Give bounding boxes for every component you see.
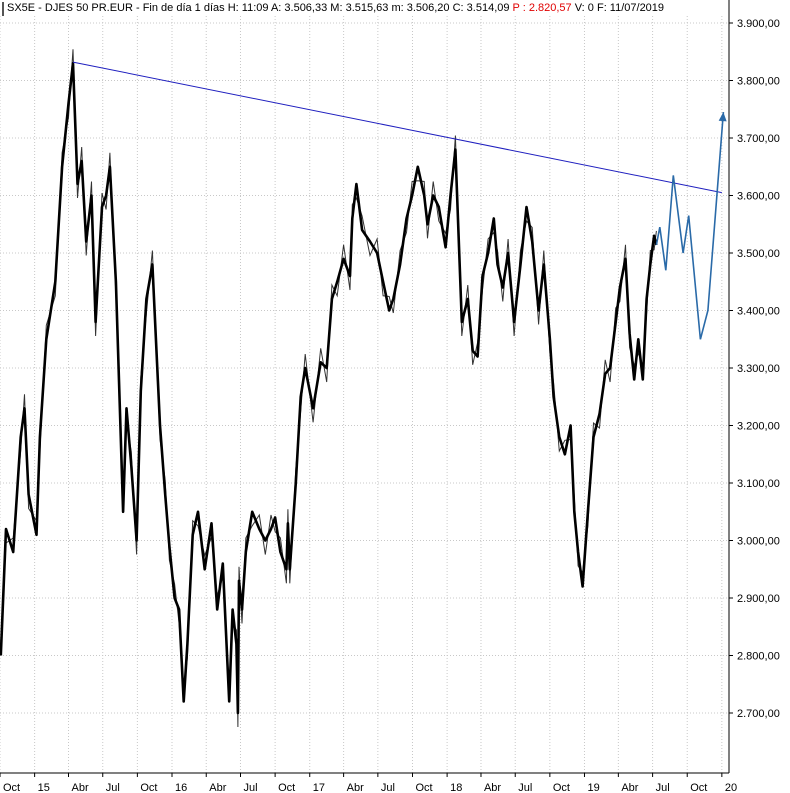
x-tick-label: Abr — [347, 782, 364, 793]
x-tick-label: Abr — [209, 782, 226, 793]
y-tick-label: 3.500,00 — [737, 248, 780, 260]
header-max: M: 3.515,63 — [330, 2, 389, 14]
y-tick-label: 3.400,00 — [737, 306, 780, 318]
y-tick-label: 3.900,00 — [737, 18, 780, 30]
y-tick-label: 3.200,00 — [737, 421, 780, 433]
x-tick-label: Oct — [278, 782, 295, 793]
header-open: A: 3.506,33 — [270, 2, 328, 14]
y-tick-label: 2.700,00 — [737, 708, 780, 720]
x-tick-label: Jul — [518, 782, 532, 793]
y-tick-label: 3.800,00 — [737, 76, 780, 88]
y-tick-label: 3.700,00 — [737, 133, 780, 145]
chart-header: SX5E - DJES 50 PR.EUR - Fin de día 1 día… — [0, 0, 669, 16]
header-date: F: 11/07/2019 — [596, 2, 665, 14]
projection-arrowhead — [718, 112, 727, 122]
x-tick-label: Oct — [553, 782, 570, 793]
projection-arrow-path — [655, 112, 725, 340]
x-tick-label: Oct — [690, 782, 707, 793]
x-tick-label: Jul — [656, 782, 670, 793]
y-tick-label: 2.800,00 — [737, 651, 780, 663]
y-tick-label: 2.900,00 — [737, 593, 780, 605]
x-tick-label: Oct — [415, 782, 432, 793]
x-tick-label: 19 — [587, 782, 599, 793]
header-high: H: 11:09 — [227, 2, 269, 14]
y-axis-ticks: 2.700,00 2.800,00 2.900,00 3.000,00 3.100,00… — [729, 18, 780, 720]
y-tick-label: 3.000,00 — [737, 536, 780, 548]
header-min: m: 3.506,20 — [391, 2, 450, 14]
x-tick-label: 17 — [313, 782, 325, 793]
header-volume: V: 0 — [574, 2, 594, 14]
header-symbol: SX5E - DJES 50 PR.EUR - Fin de día 1 día… — [7, 2, 225, 14]
x-tick-label: Oct — [140, 782, 157, 793]
x-axis-ticks: Oct 15 Abr Jul Oct 16 Abr Jul Oct 17 Abr Jul Oct 18 Ab… — [0, 773, 737, 793]
y-tick-label: 3.600,00 — [737, 191, 780, 203]
x-tick-label: 18 — [450, 782, 462, 793]
x-tick-label: Abr — [484, 782, 501, 793]
header-p-value: P : 2.820,57 — [512, 2, 572, 14]
x-tick-label: Oct — [3, 782, 20, 793]
x-tick-label: Jul — [243, 782, 257, 793]
x-tick-label: 20 — [725, 782, 737, 793]
x-tick-label: Abr — [621, 782, 638, 793]
x-tick-label: 15 — [38, 782, 50, 793]
y-tick-label: 3.100,00 — [737, 478, 780, 490]
chart-grid — [0, 16, 729, 773]
price-series-line — [0, 61, 658, 715]
x-tick-label: 16 — [175, 782, 187, 793]
x-tick-label: Jul — [381, 782, 395, 793]
resistance-trendline — [72, 61, 722, 194]
x-tick-label: Abr — [71, 782, 88, 793]
y-tick-label: 3.300,00 — [737, 363, 780, 375]
x-tick-label: Jul — [106, 782, 120, 793]
price-series-range — [0, 49, 657, 728]
window-menu-icon[interactable] — [2, 2, 4, 16]
header-close: C: 3.514,09 — [452, 2, 510, 14]
